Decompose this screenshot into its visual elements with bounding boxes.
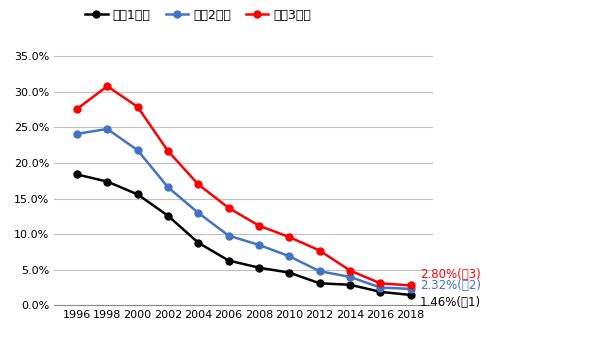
Legend: 中剤1年生, 中剤2年生, 中剤3年生: 中剤1年生, 中剤2年生, 中剤3年生 <box>80 4 317 27</box>
Line: 中剤2年生: 中剤2年生 <box>73 125 414 292</box>
中剤2年生 <box>134 148 141 152</box>
Text: 2.32%(中2): 2.32%(中2) <box>420 279 481 292</box>
中剤1年生 <box>225 258 232 263</box>
中剤1年生 <box>377 290 384 294</box>
中剤3年生 <box>316 249 323 253</box>
中剤3年生 <box>194 182 202 186</box>
Text: 2.80%(中3): 2.80%(中3) <box>420 267 480 280</box>
中剤2年生 <box>194 211 202 215</box>
中剤1年生 <box>164 214 172 218</box>
中剤1年生 <box>255 266 262 270</box>
中剤1年生 <box>316 281 323 285</box>
中剤1年生 <box>407 293 414 297</box>
中剤2年生 <box>73 132 81 136</box>
中剤3年生 <box>407 283 414 287</box>
中剤2年生 <box>346 275 353 279</box>
中剤2年生 <box>316 269 323 273</box>
中剤3年生 <box>104 84 111 88</box>
中剤1年生 <box>286 271 293 275</box>
中剤2年生 <box>104 127 111 131</box>
中剤3年生 <box>346 269 353 273</box>
中剤3年生 <box>286 235 293 239</box>
Line: 中剤1年生: 中剤1年生 <box>73 171 414 298</box>
中剤3年生 <box>255 224 262 228</box>
中剤1年生 <box>194 241 202 245</box>
中剤1年生 <box>73 172 81 177</box>
中剤3年生 <box>377 281 384 285</box>
中剤3年生 <box>225 206 232 210</box>
中剤2年生 <box>377 285 384 290</box>
Text: 1.46%(中1): 1.46%(中1) <box>420 296 481 309</box>
Line: 中剤3年生: 中剤3年生 <box>73 83 414 289</box>
中剤3年生 <box>73 107 81 111</box>
中剤1年生 <box>104 179 111 184</box>
中剤2年生 <box>286 254 293 258</box>
中剤3年生 <box>164 149 172 153</box>
中剤1年生 <box>346 283 353 287</box>
中剤2年生 <box>164 185 172 190</box>
中剤2年生 <box>255 243 262 247</box>
中剤2年生 <box>225 233 232 238</box>
中剤2年生 <box>407 287 414 291</box>
中剤1年生 <box>134 192 141 197</box>
中剤3年生 <box>134 105 141 109</box>
